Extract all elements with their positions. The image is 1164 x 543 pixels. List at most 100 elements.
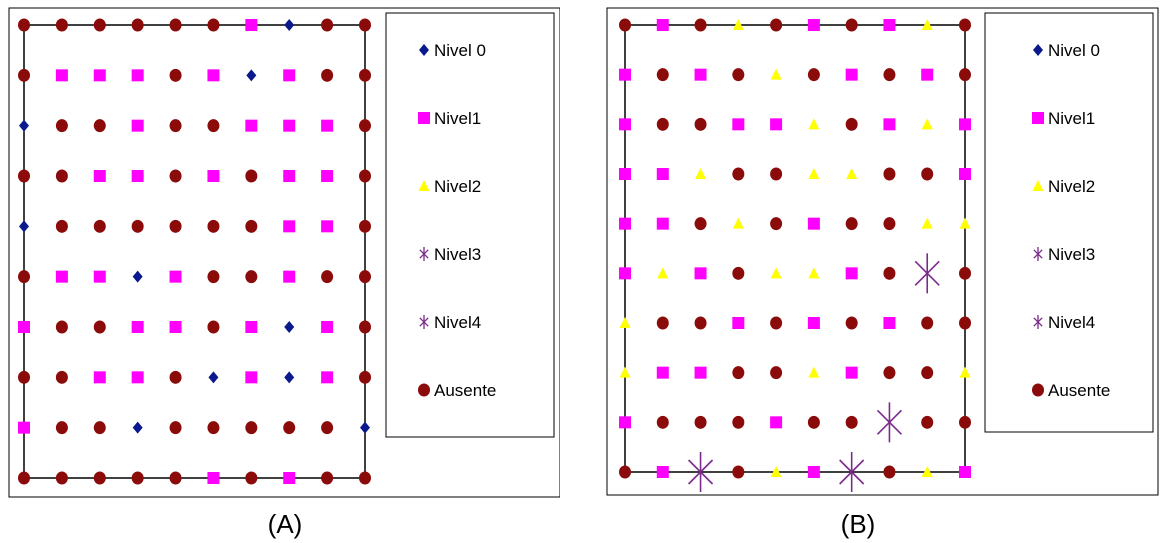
- chart-b-point-r9-c0: [619, 465, 631, 479]
- chart-a-point-r6-c4: [169, 321, 182, 333]
- chart-a-point-r4-c5: [207, 219, 220, 233]
- chart-b-point-r4-c3: [732, 217, 744, 229]
- chart-a-point-r4-c4: [169, 219, 182, 233]
- chart-a-marks: [18, 18, 371, 485]
- chart-a-point-r9-c6: [245, 471, 258, 485]
- chart-b-point-r2-c0: [619, 118, 631, 131]
- chart-a-point-r8-c3: [132, 421, 143, 434]
- chart-a-point-r4-c9: [359, 219, 371, 233]
- chart-a-point-r2-c0: [19, 119, 29, 132]
- chart-a-point-r3-c4: [169, 169, 182, 183]
- chart-b: Nivel 0 Nivel1 Nivel2 Nivel3 Nivel4 Ausente (…: [606, 7, 1159, 539]
- chart-b-point-r1-c1: [656, 68, 669, 82]
- chart-b-point-r6-c6: [845, 316, 858, 330]
- chart-b-point-r3-c9: [959, 168, 971, 180]
- chart-a-point-r6-c5: [207, 320, 220, 334]
- chart-b-point-r9-c8: [921, 466, 933, 477]
- chart-b-legend-label-3: Nivel3: [1048, 245, 1095, 264]
- chart-a-point-r7-c3: [131, 371, 144, 384]
- chart-b-point-r4-c9: [959, 217, 971, 229]
- chart-a-point-r0-c2: [93, 18, 106, 32]
- chart-a-point-r9-c3: [131, 471, 144, 485]
- chart-b-legend-marker-0: [1033, 44, 1043, 56]
- chart-a-point-r0-c7: [284, 19, 295, 31]
- chart-a-caption: (A): [268, 509, 303, 539]
- chart-b-point-r0-c1: [656, 19, 669, 31]
- chart-a-point-r8-c8: [321, 421, 334, 435]
- chart-b-point-r9-c7: [883, 465, 896, 479]
- chart-b-legend-marker-1: [1032, 112, 1044, 124]
- chart-a-legend-label-5: Ausente: [434, 381, 496, 400]
- chart-a-point-r9-c5: [207, 472, 220, 484]
- chart-b-point-r3-c6: [846, 168, 858, 179]
- chart-a-point-r4-c1: [55, 219, 68, 233]
- chart-a-point-r5-c7: [283, 270, 296, 283]
- chart-b-point-r1-c8: [921, 68, 934, 81]
- chart-b-point-r1-c9: [959, 68, 971, 82]
- chart-b-point-r0-c0: [619, 18, 631, 32]
- chart-b-point-r3-c4: [770, 167, 783, 181]
- chart-b-point-r8-c7: [876, 402, 903, 443]
- chart-a-point-r6-c1: [55, 320, 68, 334]
- chart-b-plot-area: [624, 24, 966, 473]
- chart-b-point-r7-c4: [770, 366, 783, 380]
- chart-b-point-r8-c3: [732, 415, 745, 429]
- chart-a-point-r5-c5: [207, 270, 220, 284]
- chart-b-legend-marker-2: [1032, 180, 1044, 191]
- chart-b-point-r9-c2: [687, 452, 714, 492]
- chart-a-legend-marker-4: [419, 315, 429, 329]
- chart-b-point-r0-c3: [732, 19, 744, 30]
- chart-b-point-r5-c2: [694, 267, 707, 280]
- chart-b-point-r0-c8: [921, 19, 933, 30]
- chart-b-point-r6-c7: [883, 317, 896, 329]
- chart-a-point-r4-c0: [19, 220, 29, 233]
- chart-b-point-r5-c3: [732, 266, 745, 280]
- chart-b-point-r3-c2: [695, 168, 707, 179]
- chart-b-point-r4-c8: [921, 217, 933, 229]
- chart-b-point-r4-c6: [845, 217, 858, 231]
- chart-a-point-r7-c0: [18, 370, 30, 384]
- chart-b-point-r8-c9: [959, 415, 971, 429]
- chart-b-point-r6-c3: [732, 317, 745, 329]
- chart-b-point-r8-c2: [694, 415, 707, 429]
- chart-a-point-r1-c7: [283, 69, 296, 82]
- chart-b-point-r7-c6: [845, 366, 858, 379]
- chart-a-point-r4-c2: [93, 219, 106, 233]
- chart-a-point-r3-c7: [283, 170, 296, 182]
- chart-b-point-r9-c9: [959, 466, 971, 478]
- chart-a-point-r0-c5: [207, 18, 220, 32]
- chart-a-point-r6-c6: [245, 321, 258, 333]
- chart-a-point-r7-c4: [169, 370, 182, 384]
- chart-a-point-r3-c6: [245, 169, 258, 183]
- chart-a: Nivel 0 Nivel1 Nivel2 Nivel3 Nivel4 Ausente (…: [8, 7, 560, 539]
- chart-a-legend-marker-2: [418, 180, 430, 191]
- chart-a-point-r0-c6: [245, 19, 258, 31]
- chart-a-point-r5-c9: [359, 270, 371, 284]
- chart-a-legend-label-4: Nivel4: [434, 313, 481, 332]
- chart-a-point-r0-c9: [359, 18, 371, 32]
- chart-a-point-r9-c0: [18, 471, 30, 485]
- chart-a-point-r8-c9: [360, 421, 370, 434]
- chart-a-point-r0-c8: [321, 18, 334, 32]
- chart-b-point-r2-c2: [694, 117, 707, 131]
- chart-b-point-r1-c0: [619, 68, 631, 81]
- chart-a-point-r2-c3: [131, 119, 144, 132]
- chart-a-point-r7-c6: [245, 371, 258, 384]
- chart-a-point-r0-c0: [18, 18, 30, 32]
- chart-a-point-r8-c1: [55, 421, 68, 435]
- chart-a-point-r7-c7: [284, 371, 295, 384]
- chart-a-point-r1-c1: [55, 69, 68, 82]
- chart-a-point-r2-c6: [245, 119, 258, 132]
- chart-b-point-r9-c1: [656, 466, 669, 478]
- chart-b-point-r3-c7: [883, 167, 896, 181]
- chart-a-point-r6-c3: [131, 321, 144, 333]
- chart-b-point-r0-c9: [959, 18, 971, 32]
- chart-b-point-r4-c2: [694, 217, 707, 231]
- chart-a-point-r2-c8: [321, 119, 334, 132]
- chart-a-point-r4-c8: [321, 220, 334, 233]
- chart-a-point-r9-c7: [283, 472, 296, 484]
- chart-b-point-r7-c3: [732, 366, 745, 380]
- chart-b-point-r6-c1: [656, 316, 669, 330]
- chart-a-point-r7-c1: [55, 370, 68, 384]
- chart-a-legend-label-1: Nivel1: [434, 109, 481, 128]
